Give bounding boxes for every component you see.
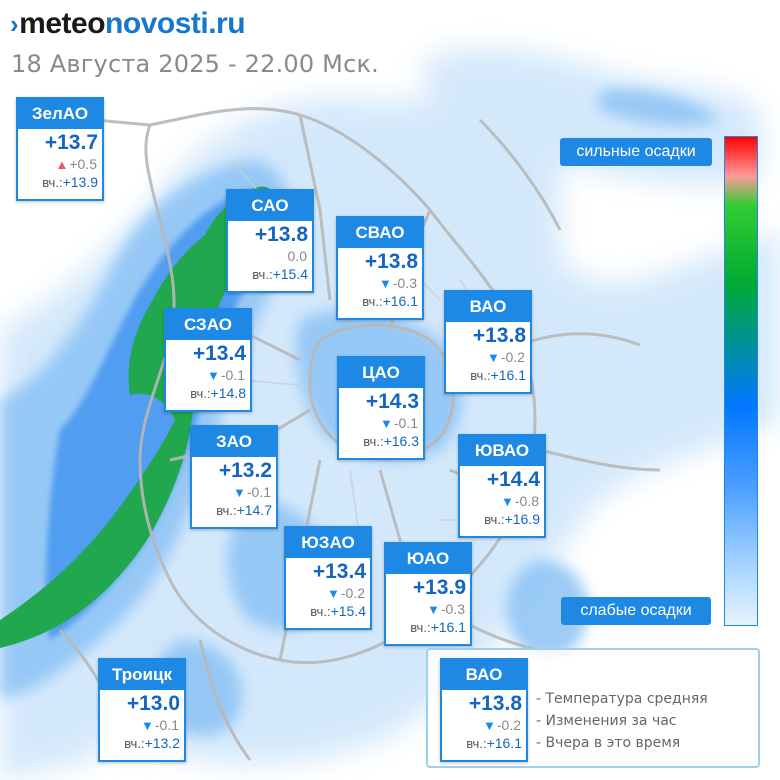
station-temp: +13.7 — [44, 131, 98, 154]
station-delta: ▲+0.5 — [55, 156, 97, 172]
station-delta: ▼-0.2 — [327, 585, 365, 601]
station-card-vao: ВАО +13.8 ▼-0.2 вч.:+16.1 — [444, 290, 532, 394]
station-temp: +13.4 — [192, 342, 246, 365]
station-delta: 0.0 — [287, 248, 307, 264]
station-name: САО — [228, 191, 312, 221]
station-yesterday: вч.:+16.1 — [470, 367, 526, 383]
station-card-yuvao: ЮВАО +14.4 ▼-0.8 вч.:+16.9 — [458, 434, 546, 538]
station-name: ВАО — [442, 660, 526, 690]
site-logo: ›meteonovosti.ru — [10, 6, 246, 42]
station-temp: +13.8 — [468, 692, 522, 715]
station-card-troitsk: Троицк +13.0 ▼-0.1 вч.:+13.2 — [98, 658, 186, 762]
station-name: ЗАО — [192, 427, 276, 457]
station-yesterday: вч.:+13.9 — [42, 174, 98, 190]
legend-line-hourly-change: - Изменения за час — [536, 713, 677, 729]
precip-scale-strong-label: сильные осадки — [560, 138, 712, 166]
rise-arrow-icon: ▲ — [55, 157, 69, 172]
station-yesterday: вч.:+16.9 — [484, 511, 540, 527]
station-delta: ▼-0.2 — [487, 349, 525, 365]
station-card-cao: ЦАО +14.3 ▼-0.1 вч.:+16.3 — [337, 356, 425, 460]
station-yesterday: вч.:+16.1 — [410, 619, 466, 635]
station-delta: ▼-0.3 — [379, 275, 417, 291]
station-delta: ▼-0.1 — [141, 717, 179, 733]
station-delta: ▼-0.1 — [380, 415, 418, 431]
station-card-svao: СВАО +13.8 ▼-0.3 вч.:+16.1 — [336, 216, 424, 320]
drop-arrow-icon: ▼ — [487, 350, 500, 365]
station-card-zelao: ЗелАО +13.7 ▲+0.5 вч.:+13.9 — [16, 97, 104, 201]
station-name: ВАО — [446, 292, 530, 322]
station-delta: ▼-0.8 — [501, 493, 539, 509]
precip-scale-weak-label: слабые осадки — [561, 597, 711, 625]
station-card-yuzao: ЮЗАО +13.4 ▼-0.2 вч.:+15.4 — [284, 526, 372, 630]
drop-arrow-icon: ▼ — [379, 276, 392, 291]
station-delta: ▼-0.2 — [483, 717, 521, 733]
station-temp: +14.4 — [486, 468, 540, 491]
logo-domain: .ru — [208, 7, 246, 40]
station-name: СВАО — [338, 218, 422, 248]
station-temp: +13.0 — [126, 692, 180, 715]
station-card-sao: САО +13.8 0.0 вч.:+15.4 — [226, 189, 314, 293]
station-name: ЗелАО — [18, 99, 102, 129]
station-card-zao: ЗАО +13.2 ▼-0.1 вч.:+14.7 — [190, 425, 278, 529]
station-yesterday: вч.:+16.3 — [363, 433, 419, 449]
precip-heavy-band — [0, 186, 275, 648]
station-card-szao: СЗАО +13.4 ▼-0.1 вч.:+14.8 — [164, 308, 252, 412]
station-temp: +13.8 — [472, 324, 526, 347]
station-temp: +14.3 — [365, 390, 419, 413]
station-yesterday: вч.:+16.1 — [362, 293, 418, 309]
station-temp: +13.8 — [364, 250, 418, 273]
station-yesterday: вч.:+15.4 — [310, 603, 366, 619]
station-temp: +13.9 — [412, 576, 466, 599]
logo-meteo: meteo — [19, 7, 106, 40]
station-delta: ▼-0.1 — [233, 484, 271, 500]
legend-line-avg-temp: - Температура средняя — [536, 691, 708, 707]
station-yesterday: вч.:+15.4 — [252, 266, 308, 282]
drop-arrow-icon: ▼ — [233, 485, 246, 500]
station-name: ЮВАО — [460, 436, 544, 466]
station-name: СЗАО — [166, 310, 250, 340]
station-delta: ▼-0.3 — [427, 601, 465, 617]
station-delta: ▼-0.1 — [207, 367, 245, 383]
station-name: ЮЗАО — [286, 528, 370, 558]
station-temp: +13.2 — [218, 459, 272, 482]
station-yesterday: вч.:+14.8 — [190, 385, 246, 401]
legend-explanations: - Температура средняя - Изменения за час… — [536, 688, 708, 754]
station-yesterday: вч.:+13.2 — [124, 735, 180, 751]
drop-arrow-icon: ▼ — [427, 602, 440, 617]
legend-line-yesterday: - Вчера в это время — [536, 735, 681, 751]
station-name: ЮАО — [386, 544, 470, 574]
logo-novosti: novosti — [105, 7, 209, 40]
drop-arrow-icon: ▼ — [207, 368, 220, 383]
drop-arrow-icon: ▼ — [327, 586, 340, 601]
station-yesterday: вч.:+14.7 — [216, 502, 272, 518]
logo-mark-icon: › — [10, 9, 19, 39]
station-temp: +13.4 — [312, 560, 366, 583]
drop-arrow-icon: ▼ — [380, 416, 393, 431]
station-yesterday: вч.:+16.1 — [466, 735, 522, 751]
date-time: 18 Августа 2025 - 22.00 Мск. — [11, 50, 380, 78]
drop-arrow-icon: ▼ — [483, 718, 496, 733]
station-name: Троицк — [100, 660, 184, 690]
station-card-yuao: ЮАО +13.9 ▼-0.3 вч.:+16.1 — [384, 542, 472, 646]
legend-sample-card: ВАО +13.8 ▼-0.2 вч.:+16.1 — [440, 658, 528, 762]
precip-intensity-scale — [724, 136, 758, 626]
drop-arrow-icon: ▼ — [141, 718, 154, 733]
drop-arrow-icon: ▼ — [501, 494, 514, 509]
station-temp: +13.8 — [254, 223, 308, 246]
station-name: ЦАО — [339, 358, 423, 388]
